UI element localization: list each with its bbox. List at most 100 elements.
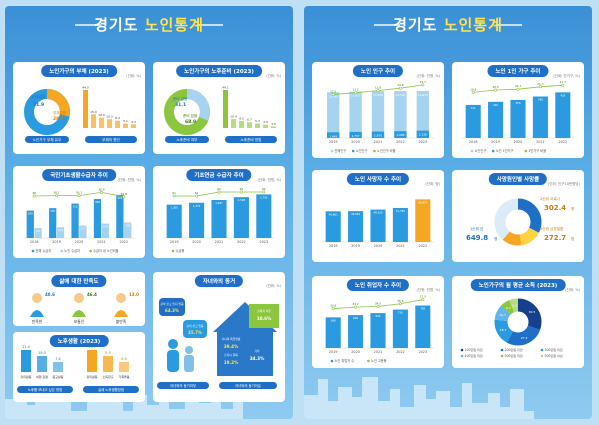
slice-value-label: 27.3	[521, 336, 528, 340]
legend-swatch	[89, 249, 92, 253]
card-debt: 노인가구의 부채 (2023) (단위: %) 부채없음 71.9 부채있음 2…	[13, 62, 145, 154]
bar-value-label: 15.9	[90, 110, 97, 114]
line-value-label: 12.5	[330, 90, 336, 94]
bar	[370, 313, 386, 348]
debt-chart: 부채없음 71.9 부채있음 28.1 노인가구 부채 유무 44.015.91…	[24, 86, 137, 143]
pie-slice	[494, 198, 542, 246]
bar	[189, 202, 205, 238]
x-tick-label: 2020	[374, 244, 383, 248]
title-decoration	[374, 24, 400, 26]
legend-swatch	[540, 354, 544, 358]
bar-value-label: 8.2	[239, 116, 244, 120]
slice-value-label: 6.3	[512, 303, 517, 307]
pref-label: 취미활동	[20, 374, 31, 379]
donut-value: 71.9	[33, 102, 44, 108]
line-point	[376, 304, 380, 308]
bar	[256, 194, 272, 238]
line-point	[331, 307, 335, 311]
x-tick-label: 2018	[30, 240, 39, 244]
donut-caption: 노후준비 여부	[177, 137, 199, 142]
line-point	[32, 194, 36, 198]
donut-value: 68.9	[185, 119, 196, 125]
x-tick-label: 2020	[192, 240, 201, 244]
line-value-label: 34.5	[375, 301, 381, 305]
employment-chart: 566 2019 608 2020 645 2021 710 2022 785 2023 33.6 3…	[322, 295, 434, 363]
bar	[123, 123, 128, 128]
x-tick-label: 2023	[259, 240, 268, 244]
line-value-label: 37.3	[420, 295, 426, 299]
bar-value-label: 429	[560, 93, 565, 97]
x-tick-label: 2020	[514, 140, 523, 144]
line-point	[331, 92, 335, 96]
line-point	[494, 88, 498, 92]
line-value-label: 62	[217, 187, 221, 191]
donut-value: 28.1	[53, 116, 64, 122]
bar-value-label: 44.1	[222, 86, 229, 90]
bar-value-label: 1,870	[374, 134, 382, 138]
bar-value-label: 608	[353, 316, 358, 320]
legend-swatch	[367, 359, 370, 363]
elderly-population-chart: 13,240 1,649 2019 13,427 1,757 2020 13,566 1,87…	[322, 80, 434, 153]
line-value-label: 21.7	[560, 80, 566, 84]
actual-caption: 실제 노후생활방법	[98, 387, 124, 392]
bar-value-label: 51,785	[396, 209, 405, 213]
card-employment: 노인 취업자 수 추이 (단위: 천명, %) 566 2019 608 2020 64…	[312, 276, 444, 368]
cause-value: 272.7	[544, 234, 566, 242]
bar	[349, 131, 362, 138]
pref-value: 19.0	[38, 351, 46, 355]
x-tick-label: 2021	[396, 244, 405, 248]
line-value-label: 61	[172, 191, 176, 195]
bar	[327, 132, 340, 138]
line-point	[471, 90, 475, 94]
x-tick-label: 2020	[351, 350, 360, 354]
line-point	[421, 83, 425, 87]
title-decoration	[75, 24, 101, 26]
line-point	[561, 83, 565, 87]
title-decoration	[496, 24, 522, 26]
legend-swatch	[540, 348, 544, 352]
card-title: 삶에 대한 만족도	[51, 275, 107, 287]
reason-value: 39.4%	[224, 344, 239, 349]
bar	[416, 91, 429, 138]
bar	[91, 114, 96, 128]
bar	[510, 99, 526, 138]
x-tick-label: 2022	[237, 240, 246, 244]
legend-label: 400만원 미만	[465, 353, 483, 358]
legend-label: 1인가구 비율	[528, 148, 546, 153]
satisfaction-value: 40.6	[45, 292, 55, 297]
right-page: 경기도 노인통계 노인 인구 추이 (단위: 천명, %) 13,240 1,64…	[304, 6, 592, 419]
card-unit: (단위: 천명, %)	[257, 178, 281, 182]
card-basic-livelihood: 국민기초생활수급자 추이 (단위: 천명, %) 280 101 2018 305 11…	[13, 166, 145, 258]
bar	[231, 119, 236, 128]
title-decoration	[197, 24, 223, 26]
card-life-satisfaction: 삶에 대한 만족도 40.6 46.4 13.0 만족한 보통인 불만족	[13, 272, 145, 326]
basic-livelihood-chart: 280 101 2018 305 110 2019 352 127 2020 398 147 2021…	[23, 187, 135, 253]
legend-swatch	[470, 149, 474, 153]
legend-label: 노인 취업자 수	[335, 358, 355, 363]
line-point	[398, 86, 402, 90]
bar-value-label: 390	[538, 98, 543, 102]
bar	[56, 227, 65, 238]
card-title: 기초연금 수급자 추이	[186, 169, 252, 181]
retirement-prep-chart: 준비 없음 31.1 준비 있음 68.9 노후준비 여부 44.1 10.4 8.…	[164, 86, 277, 143]
donut-with-debt	[24, 89, 70, 135]
x-tick-label: 2020	[351, 140, 360, 144]
line-value-label: 35.6	[397, 299, 403, 303]
pie-slice	[494, 298, 542, 346]
legend-label: 500만원 이상	[545, 353, 563, 358]
deaths-chart: 46,661 2018 46,962 2019 49,320 2020 51,785 2021…	[322, 199, 434, 248]
reason-value: 19.2%	[224, 360, 239, 365]
bar-value-label: 785	[420, 307, 425, 311]
line-value-label: 61	[195, 191, 199, 195]
bar-value-label: 46,661	[329, 212, 338, 216]
city-skyline-icon	[304, 377, 534, 419]
left-page: 경기도 노인통계 노인가구의 부채 (2023) (단위: %) 부채없음 71…	[5, 6, 293, 419]
actual-label: 소득창출	[102, 374, 113, 379]
pref-value: 21.4	[22, 345, 30, 349]
bar	[124, 222, 132, 238]
legend-label: 200만원 미만	[505, 347, 523, 352]
line-value-label: 62	[240, 187, 244, 191]
x-tick-label: 2022	[418, 244, 427, 248]
line-point	[122, 195, 126, 199]
card-title: 국민기초생활수급자 추이	[42, 169, 116, 181]
